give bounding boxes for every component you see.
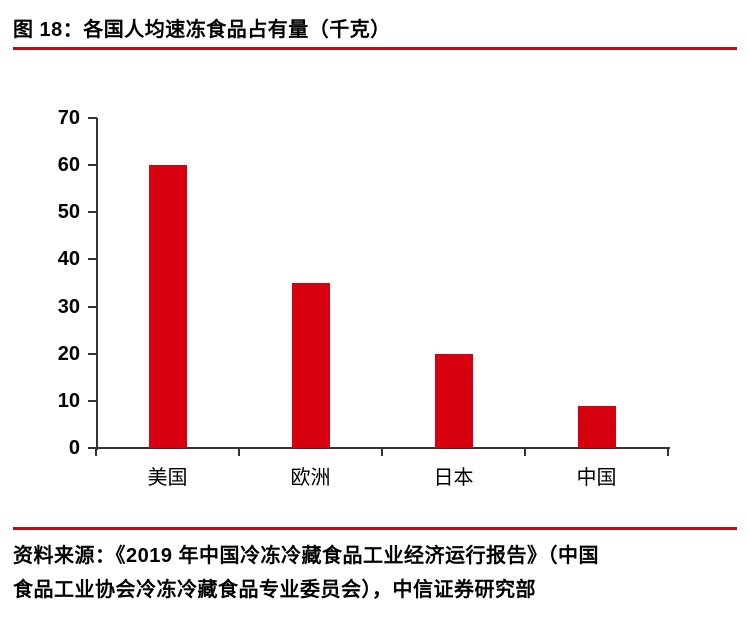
source-line-1: 资料来源：《2019 年中国冷冻冷藏食品工业经济运行报告》（中国	[13, 545, 600, 567]
bar	[434, 353, 473, 448]
category-label: 中国	[576, 467, 617, 489]
y-axis-tick	[88, 258, 97, 261]
y-axis-tick	[88, 399, 97, 402]
y-axis-tick	[88, 447, 97, 449]
bar	[577, 405, 616, 448]
category-label: 欧洲	[290, 467, 331, 489]
y-axis-tick-label: 40	[57, 248, 80, 271]
x-axis-tick	[667, 448, 669, 456]
category-label: 日本	[433, 467, 474, 489]
bar	[291, 283, 330, 448]
y-axis-tick-label: 20	[57, 342, 80, 365]
category-label: 美国	[147, 467, 188, 489]
x-axis-tick	[381, 448, 383, 456]
source-text: 资料来源：《2019 年中国冷冻冷藏食品工业经济运行报告》（中国 食品工业协会冷…	[13, 539, 743, 607]
x-axis-tick	[95, 448, 97, 456]
y-axis-tick-label: 0	[68, 437, 80, 459]
x-axis-tick	[238, 448, 240, 456]
bar	[148, 165, 187, 448]
x-axis-line	[96, 447, 670, 449]
y-axis-tick-label: 10	[57, 389, 80, 412]
figure-title: 图 18：各国人均速冻食品占有量（千克）	[13, 19, 391, 41]
y-axis-tick-label: 50	[57, 201, 80, 224]
y-axis-tick	[88, 352, 97, 355]
y-axis-tick	[88, 117, 97, 119]
y-axis-tick-label: 60	[57, 154, 80, 177]
y-axis-line	[96, 118, 98, 450]
y-axis-tick	[88, 164, 97, 167]
y-axis-tick	[88, 211, 97, 214]
footer-divider	[13, 527, 737, 530]
title-underline	[13, 47, 737, 50]
y-axis-tick-label: 30	[57, 295, 80, 318]
x-axis-tick	[524, 448, 526, 456]
y-axis-tick-label: 70	[57, 107, 80, 129]
y-axis-tick	[88, 305, 97, 308]
source-line-2: 食品工业协会冷冻冷藏食品专业委员会），中信证券研究部	[13, 579, 536, 601]
